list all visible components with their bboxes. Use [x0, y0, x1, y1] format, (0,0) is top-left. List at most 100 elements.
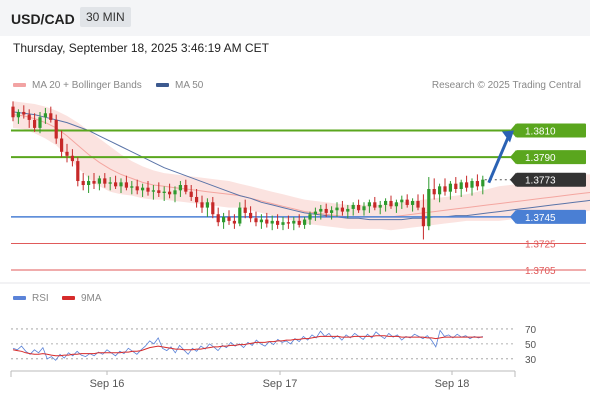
candle	[400, 195, 404, 209]
candle-body	[60, 138, 64, 152]
candle	[384, 198, 388, 212]
rsi-level-label: 70	[525, 325, 537, 336]
candle-body	[475, 181, 479, 187]
candle	[276, 214, 280, 229]
candle-body	[33, 119, 37, 128]
candle	[470, 178, 474, 196]
candle-body	[400, 199, 404, 203]
bollinger-swatch	[13, 83, 26, 88]
candle	[76, 157, 80, 187]
candle-body	[470, 181, 474, 188]
candle-body	[76, 161, 80, 182]
candle-body	[405, 199, 409, 205]
candle-body	[103, 178, 107, 184]
candle-body	[427, 189, 431, 227]
candle	[448, 181, 452, 200]
candle-body	[454, 183, 458, 189]
candle-body	[162, 191, 166, 193]
candle-body	[362, 206, 366, 211]
level-label-resistance: 1.3810	[525, 127, 556, 138]
candle-body	[286, 222, 290, 224]
x-axis-label: Sep 16	[90, 378, 125, 390]
candle-body	[178, 185, 182, 191]
candle-body	[119, 182, 123, 187]
candle	[443, 178, 447, 196]
candle	[324, 203, 328, 217]
legend-rsi-ma: 9MA	[62, 293, 102, 304]
candle	[378, 200, 382, 215]
candle	[22, 105, 26, 119]
candle	[130, 181, 134, 195]
candle	[259, 214, 263, 229]
candle	[200, 195, 204, 213]
candle-body	[276, 220, 280, 225]
candle	[303, 216, 307, 229]
candle	[270, 215, 274, 231]
candle-body	[394, 202, 398, 207]
candle-body	[184, 185, 188, 192]
candle	[438, 183, 442, 203]
rsi-ma-swatch	[62, 296, 75, 301]
candle-body	[421, 207, 425, 227]
candle-body	[157, 190, 161, 193]
candle	[222, 212, 226, 229]
candle	[475, 174, 479, 191]
candle	[162, 186, 166, 201]
candle-body	[124, 182, 128, 188]
candle-body	[232, 220, 236, 224]
candle-body	[97, 178, 101, 184]
candle-body	[141, 187, 145, 191]
level-tag-resistance	[516, 150, 586, 165]
candle	[92, 173, 96, 189]
candle	[124, 175, 128, 191]
candle-body	[130, 186, 134, 188]
candle	[114, 175, 118, 189]
candle-body	[65, 151, 69, 156]
candle-body	[308, 214, 312, 220]
candle-body	[27, 114, 31, 120]
candle	[141, 183, 145, 197]
legend-rsi-ma-label: 9MA	[81, 293, 102, 304]
candle-body	[357, 204, 361, 211]
level-label-support: 1.3725	[525, 239, 556, 250]
legend-ma50: MA 50	[156, 80, 203, 91]
rsi-ma-line	[12, 335, 483, 357]
candle-body	[151, 190, 155, 192]
candle-body	[281, 222, 285, 225]
candle	[27, 109, 31, 128]
candle-body	[481, 179, 485, 187]
candle-body	[373, 202, 377, 208]
candle-body	[146, 187, 150, 192]
candle-body	[92, 181, 96, 184]
candle-body	[384, 200, 388, 205]
level-label-support: 1.3705	[525, 266, 556, 277]
x-axis-label: Sep 18	[435, 378, 470, 390]
candle	[238, 202, 242, 227]
candle	[178, 181, 182, 197]
candle-body	[11, 106, 15, 118]
candle-body	[270, 220, 274, 224]
candle-body	[249, 212, 253, 219]
candle	[481, 175, 485, 195]
candle	[416, 194, 420, 211]
candle	[157, 182, 161, 197]
legend-rsi: RSI	[13, 293, 49, 304]
candle-body	[81, 181, 85, 186]
candle	[135, 179, 139, 195]
candle-body	[259, 219, 263, 223]
level-tag-pivot	[516, 209, 586, 224]
candle	[227, 210, 231, 225]
candle-body	[254, 218, 258, 223]
candle-body	[173, 190, 177, 195]
candle-body	[411, 200, 415, 205]
candle	[254, 211, 258, 227]
candle	[108, 177, 112, 191]
candle	[265, 212, 269, 228]
candle-body	[330, 210, 334, 213]
timeframe-button[interactable]: 30 MIN	[80, 7, 131, 27]
candle	[389, 195, 393, 209]
candle	[205, 198, 209, 217]
current-price-label: 1.3773	[525, 176, 556, 187]
legend-ma50-label: MA 50	[175, 80, 204, 91]
projection-arrowhead	[502, 130, 514, 143]
